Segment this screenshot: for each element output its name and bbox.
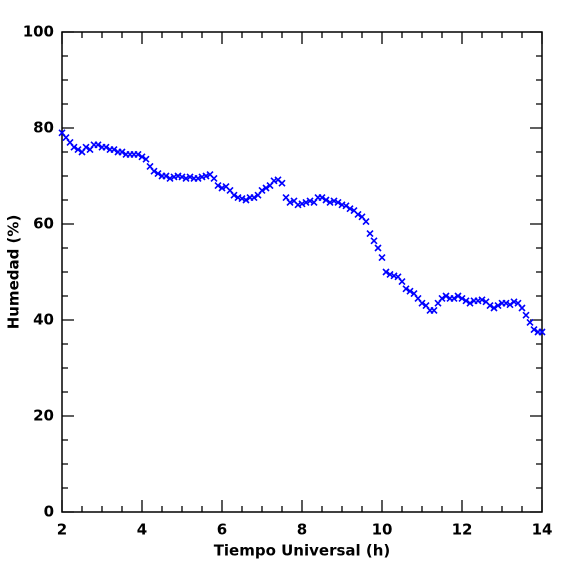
point	[82, 143, 90, 151]
point	[402, 285, 410, 293]
point	[322, 196, 330, 204]
point	[442, 292, 450, 300]
y-tick-label: 40	[33, 311, 54, 329]
point	[178, 173, 186, 181]
x-tick-label: 8	[297, 521, 307, 539]
point	[102, 143, 110, 151]
point	[362, 218, 370, 226]
point	[262, 184, 270, 192]
point	[346, 205, 354, 213]
point	[494, 302, 502, 310]
point	[230, 191, 238, 199]
point	[538, 328, 546, 336]
point	[182, 174, 190, 182]
point	[258, 186, 266, 194]
x-axis-label: Tiempo Universal (h)	[214, 542, 391, 560]
point	[194, 174, 202, 182]
point	[330, 197, 338, 205]
point	[94, 141, 102, 149]
point	[354, 210, 362, 218]
point	[374, 244, 382, 252]
point	[142, 155, 150, 163]
point	[318, 194, 326, 202]
y-tick-label: 100	[23, 23, 54, 41]
point	[286, 198, 294, 206]
point	[450, 294, 458, 302]
point	[202, 172, 210, 180]
point	[134, 150, 142, 158]
point	[110, 146, 118, 154]
point	[454, 292, 462, 300]
y-tick-label: 0	[44, 503, 54, 521]
point	[510, 298, 518, 306]
x-tick-label: 4	[137, 521, 147, 539]
point	[418, 299, 426, 307]
point	[478, 296, 486, 304]
point	[430, 306, 438, 314]
point	[238, 194, 246, 203]
point	[306, 197, 314, 205]
point	[490, 304, 498, 312]
point	[162, 172, 170, 180]
point	[398, 278, 406, 286]
point	[522, 311, 530, 319]
point	[530, 326, 538, 334]
point	[138, 153, 146, 161]
point	[406, 287, 414, 295]
point	[486, 302, 494, 310]
point	[466, 299, 474, 307]
point	[166, 174, 174, 182]
x-tick-label: 10	[372, 521, 393, 539]
point	[118, 148, 126, 156]
y-axis-label: Humedad (%)	[5, 215, 23, 330]
x-tick-label: 14	[532, 521, 553, 539]
point	[214, 182, 222, 190]
point	[438, 294, 446, 302]
point	[186, 173, 194, 181]
point	[210, 174, 218, 182]
point	[150, 167, 158, 175]
point	[382, 268, 390, 276]
point	[154, 170, 162, 178]
y-tick-label: 80	[33, 119, 54, 137]
plot-frame	[61, 31, 543, 513]
point	[298, 200, 306, 208]
y-tick-label: 20	[33, 407, 54, 425]
point	[370, 237, 378, 245]
x-tick-label: 2	[57, 521, 67, 539]
point	[278, 179, 286, 187]
y-tick-label: 60	[33, 215, 54, 233]
point	[326, 198, 334, 206]
point	[518, 304, 526, 312]
point	[502, 299, 510, 307]
x-tick-label: 12	[452, 521, 473, 539]
point	[218, 184, 226, 192]
point	[242, 196, 250, 204]
x-tick-label: 6	[217, 521, 227, 539]
point	[526, 318, 534, 326]
point	[70, 143, 78, 151]
point	[250, 194, 258, 202]
point	[302, 198, 310, 206]
point	[386, 270, 394, 278]
point	[366, 230, 374, 238]
point	[378, 254, 386, 262]
point	[458, 294, 466, 302]
point	[462, 297, 470, 305]
point	[74, 146, 82, 154]
point	[334, 198, 342, 206]
